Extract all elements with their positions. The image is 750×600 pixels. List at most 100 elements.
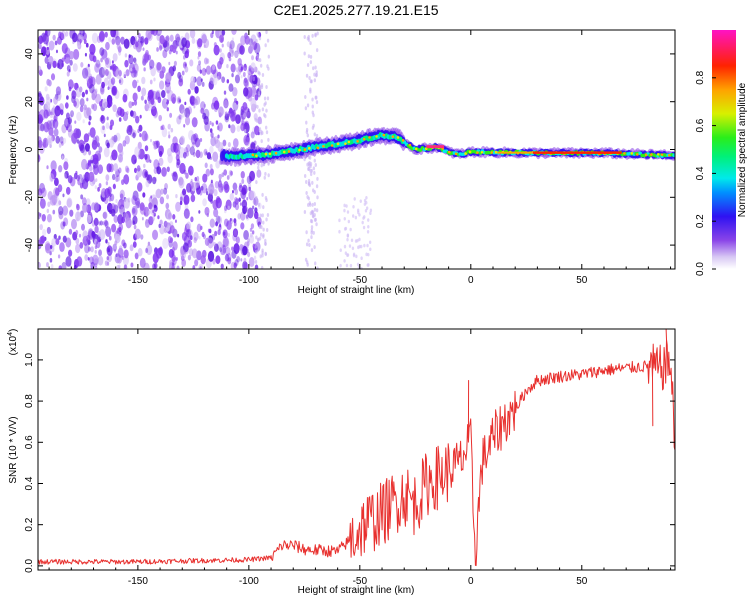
noise-speck [89, 76, 96, 87]
noise-speck [55, 86, 62, 96]
noise-speck [157, 215, 160, 220]
noise-speck [209, 145, 214, 154]
noise-speck [136, 79, 139, 84]
noise-speck [310, 228, 314, 233]
noise-speck [126, 167, 130, 174]
noise-speck [137, 85, 141, 93]
noise-speck [244, 120, 250, 130]
noise-speck [261, 213, 264, 218]
noise-speck [104, 188, 111, 199]
noise-speck [303, 210, 307, 215]
noise-speck [309, 168, 312, 173]
noise-speck [48, 55, 54, 65]
noise-speck [184, 107, 191, 118]
noise-speck [263, 175, 266, 180]
noise-speck [346, 210, 350, 214]
noise-speck [88, 246, 91, 252]
noise-speck [153, 204, 157, 209]
noise-speck [42, 141, 47, 148]
noise-speck [212, 151, 219, 162]
noise-speck [254, 259, 258, 264]
noise-speck [264, 241, 267, 246]
noise-speck [139, 257, 146, 269]
noise-speck [73, 82, 77, 90]
noise-speck [315, 184, 319, 189]
band-hot [368, 136, 371, 139]
noise-speck [242, 245, 248, 256]
noise-speck [315, 70, 318, 75]
noise-speck [257, 237, 260, 242]
noise-speck [217, 122, 223, 132]
noise-speck [105, 226, 112, 237]
noise-speck [80, 30, 84, 34]
noise-speck [257, 165, 260, 170]
colorbar: 0.0 0.2 0.4 0.6 0.8 Normalized spectral ampl… [695, 30, 748, 276]
noise-speck [147, 89, 154, 100]
noise-speck [240, 258, 243, 262]
noise-speck [364, 208, 368, 213]
noise-speck [91, 32, 99, 44]
noise-speck [347, 219, 351, 224]
noise-speck [67, 175, 73, 184]
noise-speck [343, 259, 346, 263]
noise-speck [234, 188, 239, 196]
snr-x-tick-label: 50 [576, 576, 588, 587]
noise-speck [143, 163, 146, 168]
noise-speck [243, 87, 249, 97]
band-hot [635, 153, 639, 156]
noise-speck [180, 109, 186, 118]
noise-speck [267, 137, 270, 142]
noise-speck [209, 120, 212, 125]
noise-speck [305, 120, 308, 125]
noise-speck [183, 55, 186, 60]
noise-speck [168, 248, 174, 258]
noise-speck [153, 143, 157, 150]
band-hot [650, 153, 653, 156]
noise-speck [117, 201, 122, 209]
noise-speck [148, 202, 153, 210]
noise-speck [196, 76, 203, 87]
noise-speck [95, 59, 101, 68]
noise-speck [358, 213, 361, 217]
noise-speck [164, 98, 167, 103]
spectrogram-signal-band [219, 126, 675, 167]
snr-trace [38, 329, 675, 567]
spectrogram-y-ticks: -40 -20 0 20 40 [24, 48, 675, 252]
noise-speck [73, 100, 77, 107]
noise-speck [311, 180, 314, 185]
noise-speck [124, 165, 129, 173]
noise-speck [193, 104, 196, 109]
noise-speck [201, 81, 205, 87]
noise-speck [348, 244, 352, 248]
noise-speck [187, 106, 192, 115]
noise-speck [261, 192, 264, 197]
noise-speck [60, 221, 65, 230]
noise-speck [147, 31, 153, 42]
noise-speck [86, 97, 89, 102]
noise-speck [232, 190, 234, 194]
noise-speck [185, 144, 191, 153]
noise-speck [46, 213, 52, 223]
noise-speck [103, 77, 109, 86]
noise-speck [111, 223, 117, 233]
noise-speck [258, 36, 262, 41]
noise-speck [170, 127, 174, 133]
noise-speck [144, 99, 147, 104]
noise-speck [92, 254, 99, 266]
noise-speck [194, 98, 199, 106]
noise-speck [118, 50, 122, 56]
noise-speck [195, 149, 201, 159]
noise-speck [109, 124, 113, 131]
noise-speck [127, 197, 131, 203]
noise-speck [198, 210, 201, 214]
noise-speck [55, 135, 60, 144]
noise-speck [61, 261, 67, 269]
noise-speck [222, 236, 229, 247]
noise-speck [243, 112, 247, 119]
noise-speck [181, 258, 187, 267]
noise-speck [223, 90, 227, 95]
noise-speck [149, 159, 152, 164]
noise-speck [229, 107, 233, 114]
noise-speck [233, 262, 238, 269]
noise-speck [303, 51, 306, 56]
